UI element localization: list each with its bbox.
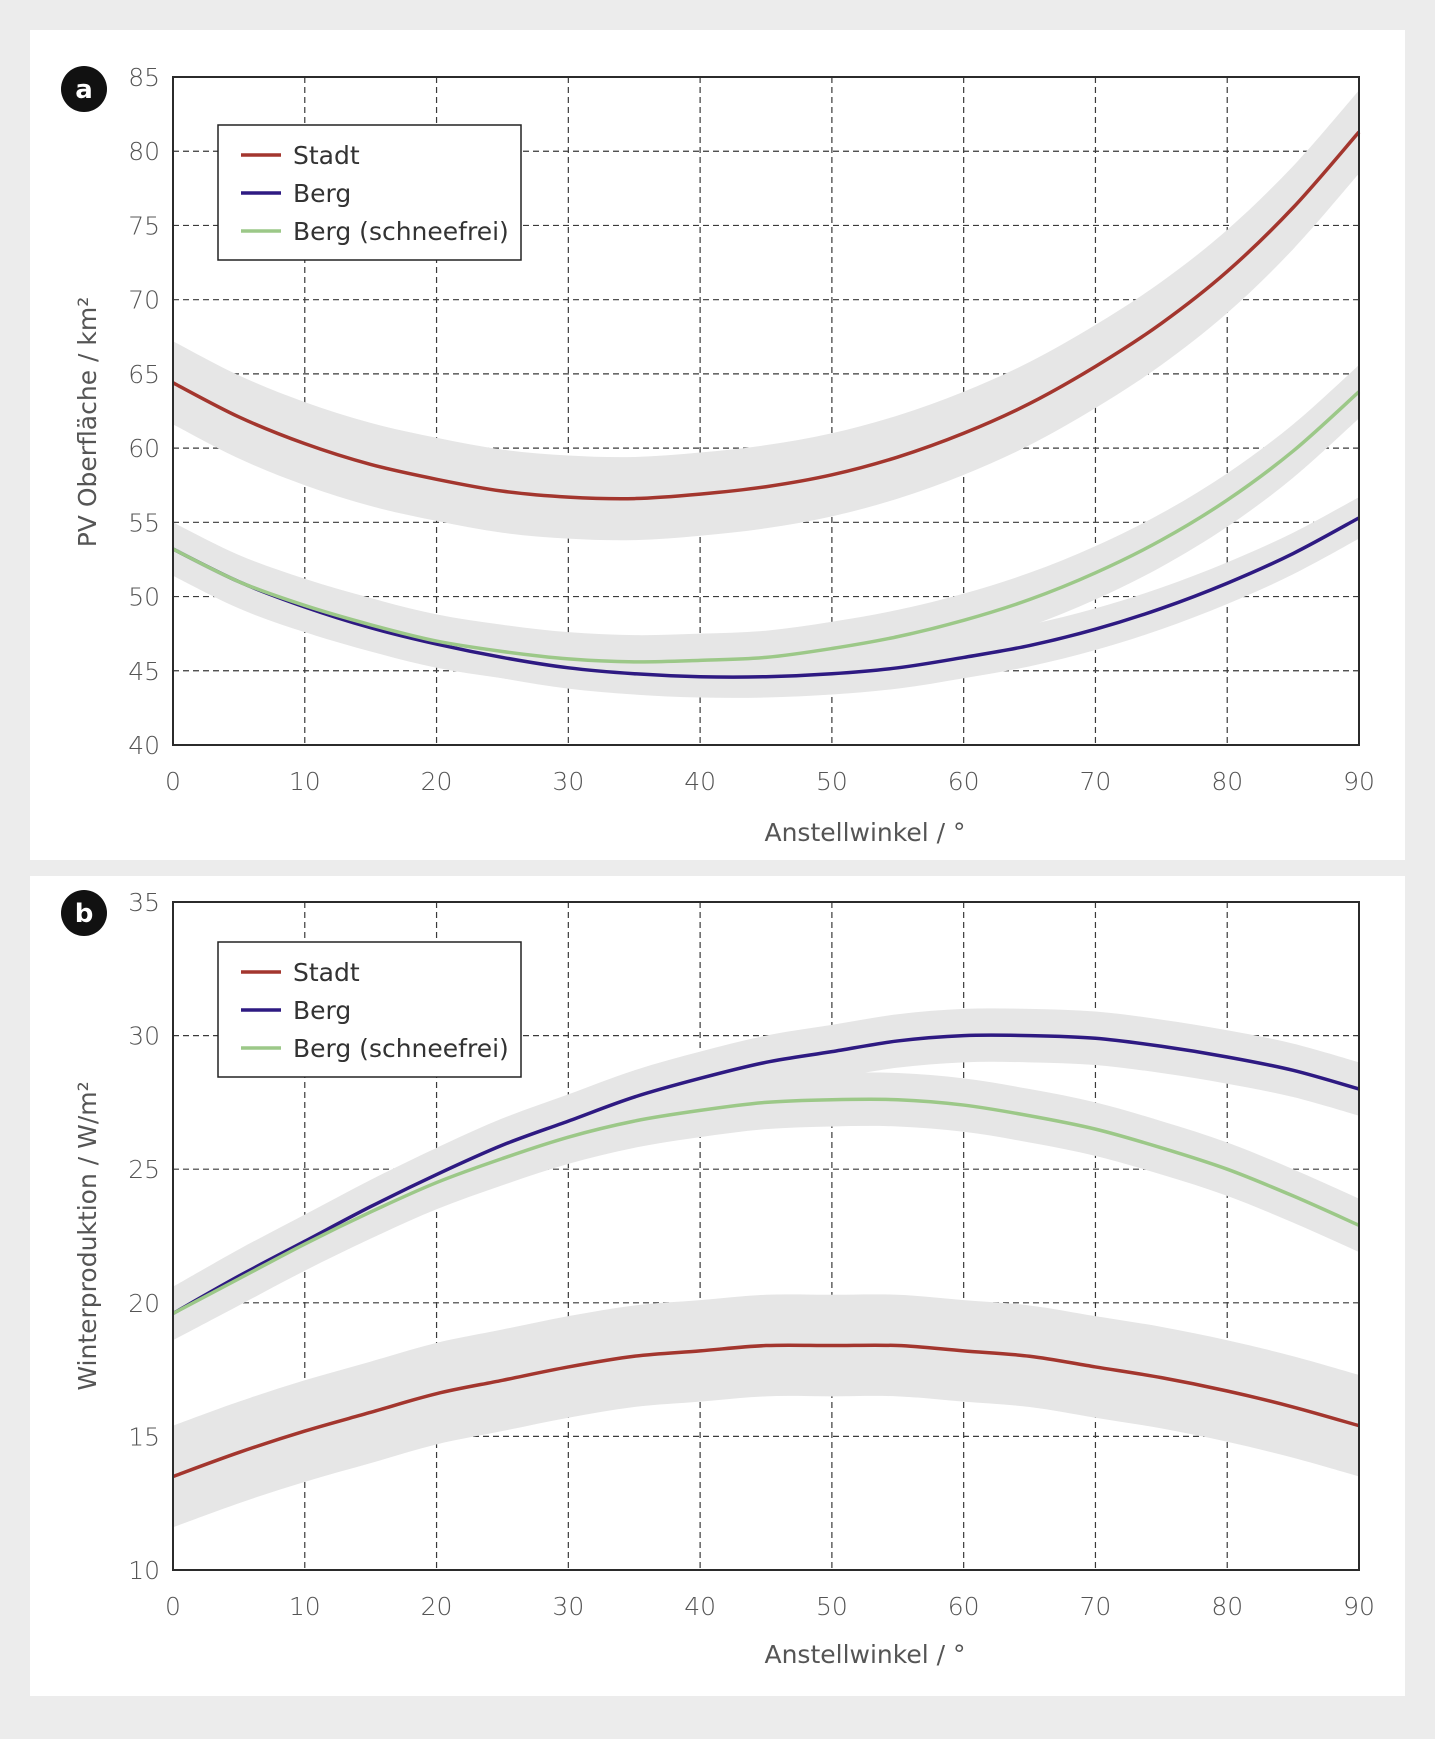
panel-a-y-axis-label: PV Oberfläche / km² <box>73 297 102 548</box>
panel-a-x-ticks: 0 10 20 30 40 50 60 70 80 90 <box>165 767 1375 796</box>
panel-a-x-tick-label-0: 0 <box>165 767 181 796</box>
panel-a-series-line-0 <box>172 130 1361 501</box>
panel-a-y-tick-label-0: 40 <box>128 731 160 760</box>
panel-b-legend-label-berg-schneefrei: Berg (schneefrei) <box>293 1034 509 1063</box>
panel-b-bands <box>173 1008 1359 1528</box>
panel-a-x-tick-label-7: 70 <box>1080 767 1112 796</box>
panel-a-x-tick-label-4: 40 <box>684 767 716 796</box>
panel-b-x-tick-label-4: 40 <box>684 1592 716 1621</box>
panel-a-band-0 <box>173 90 1359 541</box>
panel-b-badge-letter: b <box>75 899 94 929</box>
panel-b-x-tick-label-3: 30 <box>552 1592 584 1621</box>
panel-a-y-ticks: 40 45 50 55 60 65 70 75 80 85 <box>128 63 160 760</box>
panel-b-x-tick-label-1: 10 <box>289 1592 321 1621</box>
panel-b-lines <box>172 1033 1360 1479</box>
panel-a-y-tick-label-9: 85 <box>128 63 160 92</box>
panel-b-x-tick-label-5: 50 <box>816 1592 848 1621</box>
panel-b-x-tick-label-0: 0 <box>165 1592 181 1621</box>
panel-b-y-ticks: 10 15 20 25 30 35 <box>128 888 160 1585</box>
panel-a-y-tick-label-6: 70 <box>128 286 160 315</box>
panel-b-legend: Stadt Berg Berg (schneefrei) <box>217 941 522 1078</box>
panel-b-y-tick-label-3: 25 <box>128 1155 160 1184</box>
panel-b: b Anstellwinkel / ° Winterproduktion / W… <box>30 876 1405 1696</box>
panel-a-legend: Stadt Berg Berg (schneefrei) <box>217 124 522 261</box>
panel-a-x-tick-label-8: 80 <box>1211 767 1243 796</box>
panel-a-legend-label-berg-schneefrei: Berg (schneefrei) <box>293 217 509 246</box>
panel-b-y-tick-label-4: 30 <box>128 1022 160 1051</box>
panel-b-x-tick-label-8: 80 <box>1211 1592 1243 1621</box>
panel-b-legend-label-stadt: Stadt <box>293 958 360 987</box>
panel-b-x-tick-label-2: 20 <box>421 1592 453 1621</box>
panel-b-x-tick-label-6: 60 <box>948 1592 980 1621</box>
panel-a-y-tick-label-8: 80 <box>128 137 160 166</box>
panel-b-badge <box>61 890 107 936</box>
panel-b-y-tick-label-5: 35 <box>128 888 160 917</box>
panel-a-x-tick-label-1: 10 <box>289 767 321 796</box>
panel-b-y-axis-label: Winterproduktion / W/m² <box>73 1081 102 1390</box>
panel-b-band-0 <box>173 1294 1359 1528</box>
panel-a-plot-frame <box>172 76 1360 746</box>
panel-a-y-tick-label-7: 75 <box>128 211 160 240</box>
panel-a-badge <box>61 66 107 112</box>
panel-a-x-tick-label-6: 60 <box>948 767 980 796</box>
panel-b-band-2 <box>173 1072 1359 1341</box>
panel-a-x-tick-label-5: 50 <box>816 767 848 796</box>
panel-b-y-tick-label-0: 10 <box>128 1556 160 1585</box>
panel-a-band-2 <box>173 364 1359 689</box>
panel-b-y-tick-label-1: 15 <box>128 1422 160 1451</box>
panel-a-y-tick-label-2: 50 <box>128 583 160 612</box>
panel-b-y-tick-label-2: 20 <box>128 1289 160 1318</box>
panel-a-lines <box>172 130 1361 679</box>
panel-b-x-tick-label-9: 90 <box>1343 1592 1375 1621</box>
panel-b-x-ticks: 0 10 20 30 40 50 60 70 80 90 <box>165 1592 1375 1621</box>
panel-b-series-line-1 <box>172 1033 1360 1316</box>
panel-b-series-line-2 <box>172 1097 1360 1316</box>
panel-b-x-axis-label: Anstellwinkel / ° <box>764 1640 965 1669</box>
panel-a-series-line-1 <box>172 516 1360 679</box>
panel-a-x-tick-label-3: 30 <box>552 767 584 796</box>
panel-a-y-tick-label-3: 55 <box>128 508 160 537</box>
panel-a-x-tick-label-9: 90 <box>1343 767 1375 796</box>
panel-a-badge-letter: a <box>75 75 93 105</box>
panel-b-plot-frame <box>172 901 1360 1571</box>
panel-a-y-tick-label-4: 60 <box>128 434 160 463</box>
panel-b-x-tick-label-7: 70 <box>1080 1592 1112 1621</box>
panel-b-series-line-0 <box>172 1343 1360 1479</box>
panel-a-x-axis-label: Anstellwinkel / ° <box>764 818 965 847</box>
panel-a-x-tick-label-2: 20 <box>421 767 453 796</box>
panel-a-legend-label-berg: Berg <box>293 179 351 208</box>
panel-a-legend-label-stadt: Stadt <box>293 141 360 170</box>
panel-a-y-tick-label-1: 45 <box>128 657 160 686</box>
panel-a-series-line-2 <box>172 390 1361 664</box>
panel-b-legend-label-berg: Berg <box>293 996 351 1025</box>
panel-a-y-tick-label-5: 65 <box>128 360 160 389</box>
panel-a: a Anstellwinkel / ° PV Oberfläche / km² … <box>30 30 1405 860</box>
